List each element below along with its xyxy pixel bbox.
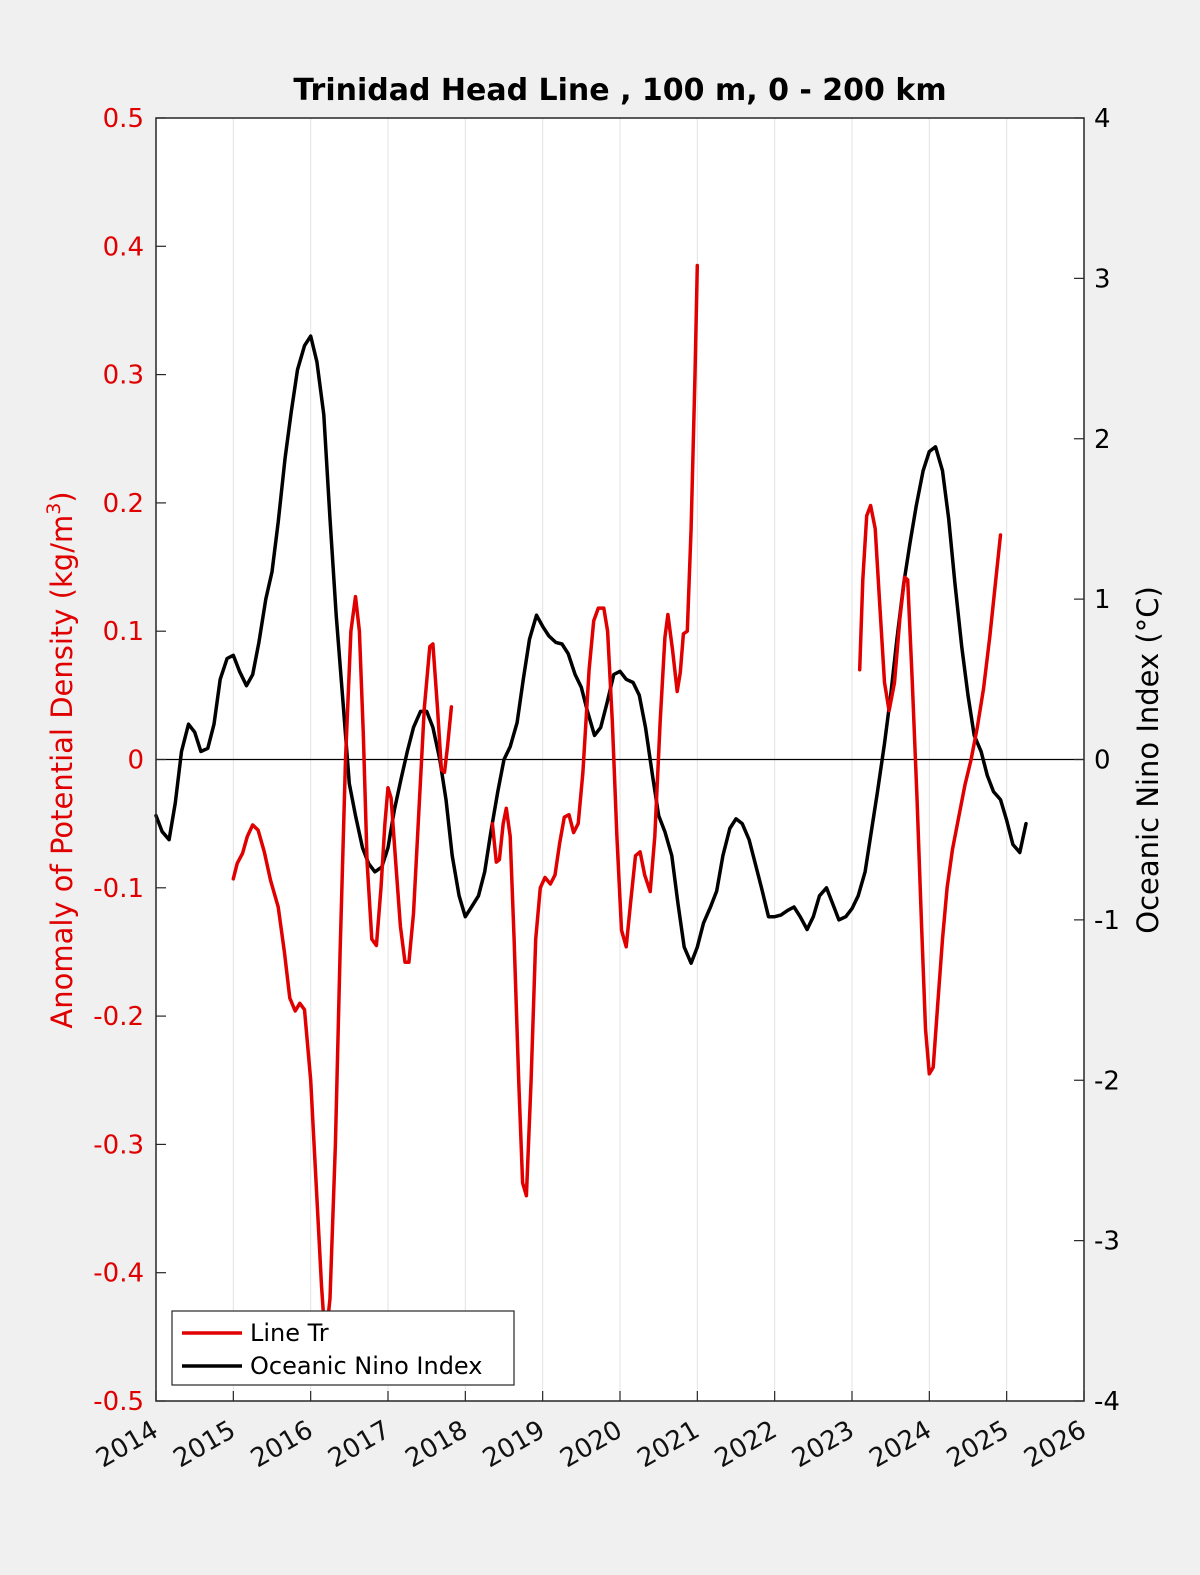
legend: Line Tr Oceanic Nino Index bbox=[171, 1310, 515, 1386]
chart-title: Trinidad Head Line , 100 m, 0 - 200 km bbox=[293, 73, 946, 108]
left-y-tick-label-0.1: 0.1 bbox=[103, 617, 144, 647]
left-y-tick-label--0.3: -0.3 bbox=[93, 1130, 144, 1160]
right-y-axis: 4 3 2 1 0 -1 -2 -3 -4 bbox=[1074, 104, 1120, 1417]
left-y-tick-label--0.1: -0.1 bbox=[93, 874, 144, 904]
left-y-tick-label--0.4: -0.4 bbox=[93, 1259, 144, 1289]
right-y-tick-label-2: 2 bbox=[1094, 425, 1111, 455]
series-layer bbox=[154, 263, 1028, 1346]
legend-box bbox=[171, 1310, 515, 1386]
right-y-tick-label--3: -3 bbox=[1094, 1227, 1120, 1257]
left-y-tick-label-0.4: 0.4 bbox=[103, 232, 144, 262]
left-y-tick-label-0: 0 bbox=[127, 746, 144, 776]
right-y-tick-label--4: -4 bbox=[1094, 1387, 1120, 1417]
right-y-tick-label-4: 4 bbox=[1094, 104, 1111, 134]
left-y-tick-label-0.3: 0.3 bbox=[103, 361, 144, 391]
legend-label-oni: Oceanic Nino Index bbox=[250, 1352, 482, 1380]
left-y-axis-label-close: ) bbox=[45, 491, 79, 502]
left-y-axis: 0.5 0.4 0.3 0.2 0.1 0 -0.1 -0.2 -0.3 -0.4 -0.5 bbox=[93, 104, 166, 1417]
right-y-tick-label-1: 1 bbox=[1094, 585, 1111, 615]
right-y-tick-label--1: -1 bbox=[1094, 906, 1120, 936]
right-y-tick-label-0: 0 bbox=[1094, 746, 1111, 776]
oni-series-segment-0 bbox=[154, 334, 1028, 965]
left-y-axis-label: Anomaly of Potential Density (kg/m3) bbox=[43, 491, 79, 1028]
left-y-tick-label-0.2: 0.2 bbox=[103, 489, 144, 519]
legend-label-line-tr: Line Tr bbox=[250, 1319, 329, 1347]
line-tr-series-segment-1 bbox=[490, 263, 700, 1198]
line-tr-series-segment-2 bbox=[857, 503, 1003, 1076]
left-y-tick-label--0.5: -0.5 bbox=[93, 1387, 144, 1417]
right-y-axis-label: Oceanic Nino Index (°C) bbox=[1131, 586, 1165, 934]
left-y-tick-label-0.5: 0.5 bbox=[103, 104, 144, 134]
right-y-tick-label-3: 3 bbox=[1094, 264, 1111, 294]
left-y-tick-label--0.2: -0.2 bbox=[93, 1002, 144, 1032]
right-y-tick-label--2: -2 bbox=[1094, 1066, 1120, 1096]
left-y-axis-label-sup: 3 bbox=[43, 503, 65, 515]
left-y-axis-label-main: Anomaly of Potential Density (kg/m bbox=[45, 515, 79, 1029]
line-tr-series-segment-0 bbox=[231, 594, 454, 1346]
